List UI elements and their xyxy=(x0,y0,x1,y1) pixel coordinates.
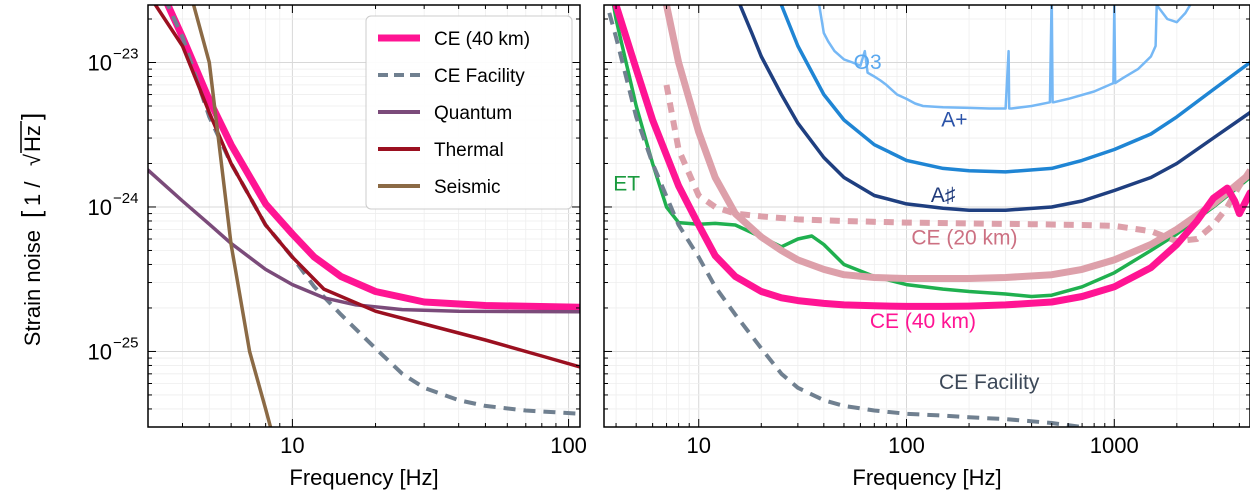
annotation-label: O3 xyxy=(854,51,882,74)
series-line-a- xyxy=(779,5,1250,174)
y-axis-sqrt-sign: √ xyxy=(20,153,45,166)
series-line-ce-40-km- xyxy=(164,5,580,311)
annotation-label: CE Facility xyxy=(939,371,1040,394)
series-line-ce-facility xyxy=(605,5,1083,427)
annotation-label: CE (20 km) xyxy=(911,226,1017,249)
legend-label: CE (40 km) xyxy=(434,29,530,50)
x-tick-label: 10 xyxy=(686,433,710,458)
y-axis-unit-radicand: Hz xyxy=(20,125,45,152)
x-tick-label: 1000 xyxy=(1090,433,1139,458)
y-tick-label-exponent: −24 xyxy=(113,190,138,207)
series-line-ce-20-km- xyxy=(662,5,1250,282)
legend: CE (40 km) CE Facility Quantum Thermal Seism… xyxy=(365,15,573,210)
y-axis-bracket-open: [ xyxy=(16,210,46,218)
legend-label: Seismic xyxy=(434,177,501,198)
y-tick-label-exponent: −25 xyxy=(113,334,138,351)
annotation-label: A+ xyxy=(941,109,967,132)
y-tick-label-base: 10 xyxy=(88,339,112,364)
legend-box xyxy=(365,15,573,210)
series-line-seismic xyxy=(191,5,273,427)
axes-frame xyxy=(147,4,581,428)
annotation-label: A♯ xyxy=(931,184,956,207)
y-axis-label-text: Strain noise xyxy=(20,230,45,346)
series-group xyxy=(605,5,1250,427)
y-axis-bracket-close: ] xyxy=(16,113,46,120)
x-tick-label: 10 xyxy=(280,433,304,458)
legend-label: CE Facility xyxy=(434,66,525,87)
y-tick-label-base: 10 xyxy=(88,50,112,75)
y-tick-label-exponent: −23 xyxy=(113,45,138,62)
series-line-ce-40-km- xyxy=(612,5,1250,310)
panel-detector-comparison: 10 100 1000 Frequency [Hz] O3 A+ A♯ ET CE (20 km… xyxy=(603,4,1250,490)
y-tick-label-base: 10 xyxy=(88,195,112,220)
x-tick-label: 100 xyxy=(888,433,925,458)
annotation-label: CE (40 km) xyxy=(870,310,976,333)
tick-marks xyxy=(604,5,1250,428)
grid xyxy=(604,5,1250,428)
annotation-label: ET xyxy=(613,173,640,196)
tick-marks xyxy=(147,5,580,428)
x-tick-label: 100 xyxy=(550,433,587,458)
series-line-o3 xyxy=(817,5,1192,110)
series-line-a- xyxy=(738,5,1250,212)
series-line-quantum xyxy=(148,168,580,314)
x-axis-label: Frequency [Hz] xyxy=(289,465,438,490)
y-axis-label: Strain noise [ 1 / √ Hz ] xyxy=(16,113,46,346)
legend-label: Quantum xyxy=(434,103,512,124)
axes-frame xyxy=(603,4,1250,428)
series-line-ce-20-km-tuned xyxy=(663,84,1250,245)
y-axis-unit-prefix: 1 / xyxy=(20,181,45,206)
legend-label: Thermal xyxy=(434,140,504,161)
x-axis-label: Frequency [Hz] xyxy=(852,465,1001,490)
series-line-thermal xyxy=(153,5,580,369)
series-group xyxy=(148,5,580,427)
